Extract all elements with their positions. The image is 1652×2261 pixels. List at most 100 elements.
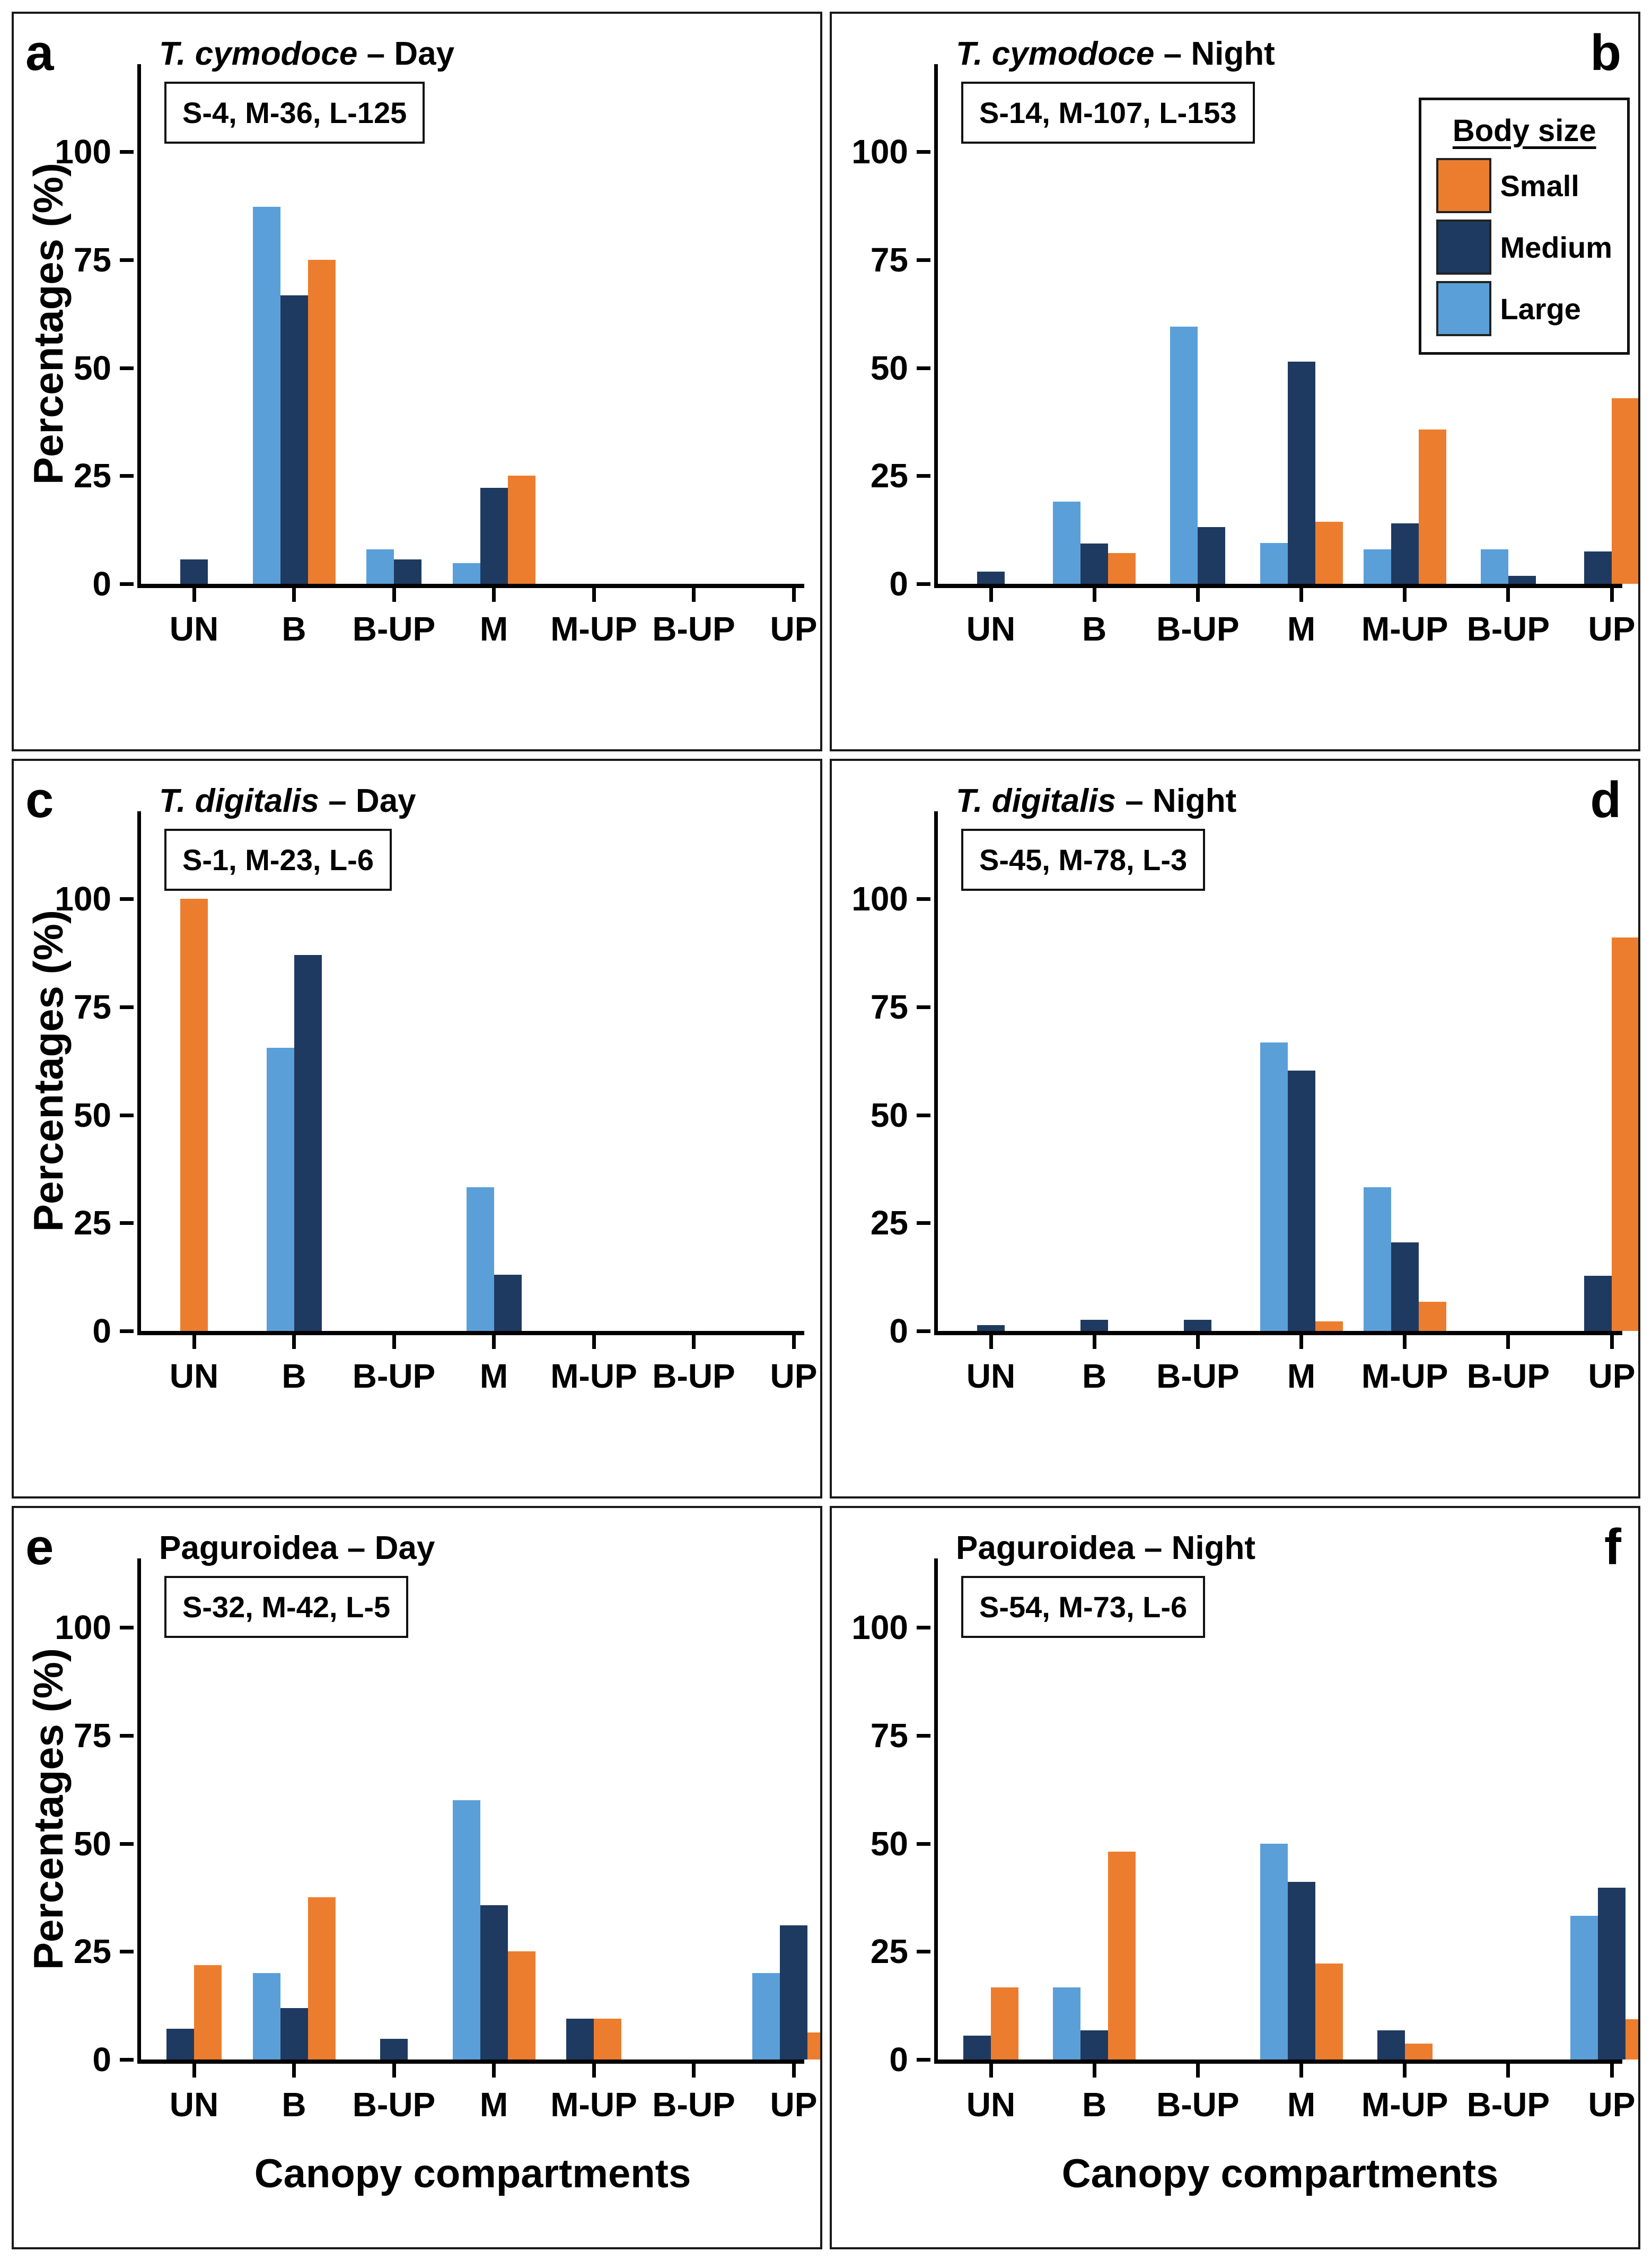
panel-letter: c bbox=[25, 772, 54, 828]
bar-medium bbox=[1080, 2030, 1109, 2060]
bar-large bbox=[1480, 549, 1508, 584]
bar-medium bbox=[1391, 1242, 1419, 1331]
y-tick-label: 25 bbox=[73, 457, 111, 495]
x-tick-mark bbox=[492, 2064, 496, 2078]
panel-e: e Percentages (%) 0 25 50 75 100 UN B B-UP M M-UP B-… bbox=[12, 1506, 822, 2249]
bar-large bbox=[1053, 502, 1081, 584]
bar-group bbox=[380, 1558, 408, 2060]
x-axis-line bbox=[934, 2060, 1622, 2064]
bar-group bbox=[977, 811, 1005, 1331]
sample-size-box: S-54, M-73, L-6 bbox=[961, 1576, 1206, 1638]
x-tick-mark bbox=[692, 1335, 696, 1349]
bar-group bbox=[566, 1558, 621, 2060]
title-period: – Day bbox=[347, 1530, 435, 1566]
legend: Body size Small Medium Large bbox=[1419, 98, 1630, 355]
bar-small bbox=[1315, 1964, 1343, 2060]
y-tick-mark bbox=[917, 1329, 930, 1333]
bar-large bbox=[466, 1187, 494, 1331]
bar-group bbox=[1080, 811, 1109, 1331]
bar-group bbox=[466, 811, 522, 1331]
bar-small bbox=[1418, 430, 1446, 584]
bar-medium bbox=[1598, 1888, 1625, 2060]
bar-group bbox=[166, 1558, 222, 2060]
bar-medium bbox=[480, 1905, 508, 2060]
y-tick-label: 50 bbox=[870, 1096, 908, 1134]
y-tick-label: 25 bbox=[73, 1204, 111, 1242]
panel-f: f 0 25 50 75 100 UN B B-UP M M-UP B-UP UP Paguroidea … bbox=[830, 1506, 1640, 2249]
x-tick-label: M-UP bbox=[1361, 2085, 1448, 2124]
bar-group bbox=[252, 64, 336, 584]
x-tick-mark bbox=[1610, 1335, 1614, 1349]
x-tick-label: B-UP bbox=[1466, 2085, 1550, 2124]
bar-group bbox=[1363, 64, 1446, 584]
x-tick-mark bbox=[392, 2064, 396, 2078]
x-tick-mark bbox=[592, 1335, 596, 1349]
panel-b: b 0 25 50 75 100 UN B B-UP M M-UP B-UP UP T. cymodoce… bbox=[830, 12, 1640, 751]
bar-group bbox=[1053, 64, 1136, 584]
x-tick-mark bbox=[989, 588, 993, 602]
y-tick-mark bbox=[917, 1221, 930, 1225]
panel-letter: f bbox=[1604, 1519, 1621, 1575]
x-tick-mark bbox=[1299, 2064, 1303, 2078]
bar-group bbox=[1584, 811, 1638, 1331]
y-tick-mark bbox=[917, 1733, 930, 1738]
x-tick-mark bbox=[492, 588, 496, 602]
bar-group bbox=[1260, 1558, 1343, 2060]
x-tick-label: UN bbox=[966, 2085, 1016, 2124]
bar-group bbox=[1570, 1558, 1638, 2060]
x-tick-label: M-UP bbox=[550, 610, 637, 648]
x-tick-mark bbox=[392, 1335, 396, 1349]
x-tick-mark bbox=[392, 588, 396, 602]
x-tick-mark bbox=[1506, 1335, 1510, 1349]
bar-large bbox=[752, 1973, 780, 2060]
y-tick-mark bbox=[917, 366, 930, 370]
legend-title: Body size bbox=[1452, 113, 1596, 148]
x-tick-label: UN bbox=[966, 610, 1016, 648]
title-species: T. cymodoce bbox=[956, 36, 1155, 72]
y-tick-mark bbox=[120, 150, 134, 154]
x-tick-mark bbox=[1196, 588, 1200, 602]
y-tick-mark bbox=[917, 1626, 930, 1629]
x-tick-label: M-UP bbox=[550, 2085, 637, 2124]
legend-item: Large bbox=[1436, 281, 1612, 336]
title-species: Paguroidea bbox=[159, 1530, 338, 1566]
bar-large bbox=[252, 1973, 280, 2060]
bar-medium bbox=[977, 572, 1005, 584]
x-tick-label: B-UP bbox=[352, 610, 436, 648]
bar-small bbox=[1612, 937, 1638, 1331]
x-tick-mark bbox=[1403, 588, 1407, 602]
y-tick-mark bbox=[917, 1950, 930, 1954]
bar-large bbox=[452, 1800, 480, 2060]
sample-size-box: S-4, M-36, L-125 bbox=[164, 82, 425, 144]
legend-item-label: Large bbox=[1500, 292, 1581, 326]
x-axis-line bbox=[934, 584, 1622, 588]
panel-title: T. digitalis – Day bbox=[159, 783, 416, 819]
bar-large bbox=[1170, 327, 1198, 584]
panel-title: Paguroidea – Day bbox=[159, 1530, 435, 1566]
x-tick-mark bbox=[1506, 2064, 1510, 2078]
panel-title: Paguroidea – Night bbox=[956, 1530, 1255, 1566]
legend-swatch-large bbox=[1436, 281, 1492, 336]
bar-medium bbox=[1287, 1070, 1315, 1331]
bar-medium bbox=[566, 2018, 594, 2060]
y-tick-label: 0 bbox=[92, 565, 111, 603]
x-tick-label: M bbox=[479, 610, 508, 648]
y-tick-label: 0 bbox=[92, 2040, 111, 2079]
y-tick-label: 100 bbox=[55, 1608, 111, 1646]
y-tick-label: 25 bbox=[870, 457, 908, 495]
x-tick-mark bbox=[592, 588, 596, 602]
bar-medium bbox=[1080, 544, 1109, 584]
y-tick-label: 75 bbox=[73, 240, 111, 279]
bar-group bbox=[252, 1558, 336, 2060]
title-period: – Day bbox=[366, 36, 455, 72]
x-tick-label: B bbox=[282, 1357, 306, 1395]
x-tick-mark bbox=[692, 588, 696, 602]
y-tick-mark bbox=[917, 150, 930, 154]
bar-medium bbox=[166, 2029, 194, 2060]
x-tick-label: UP bbox=[1588, 610, 1636, 648]
x-tick-label: UN bbox=[169, 1357, 219, 1395]
panel-c: c Percentages (%) 0 25 50 75 100 UN B B-UP M M-UP B-… bbox=[12, 759, 822, 1498]
x-tick-label: UP bbox=[1588, 1357, 1636, 1395]
bar-large bbox=[252, 207, 280, 584]
title-period: – Night bbox=[1163, 36, 1275, 72]
